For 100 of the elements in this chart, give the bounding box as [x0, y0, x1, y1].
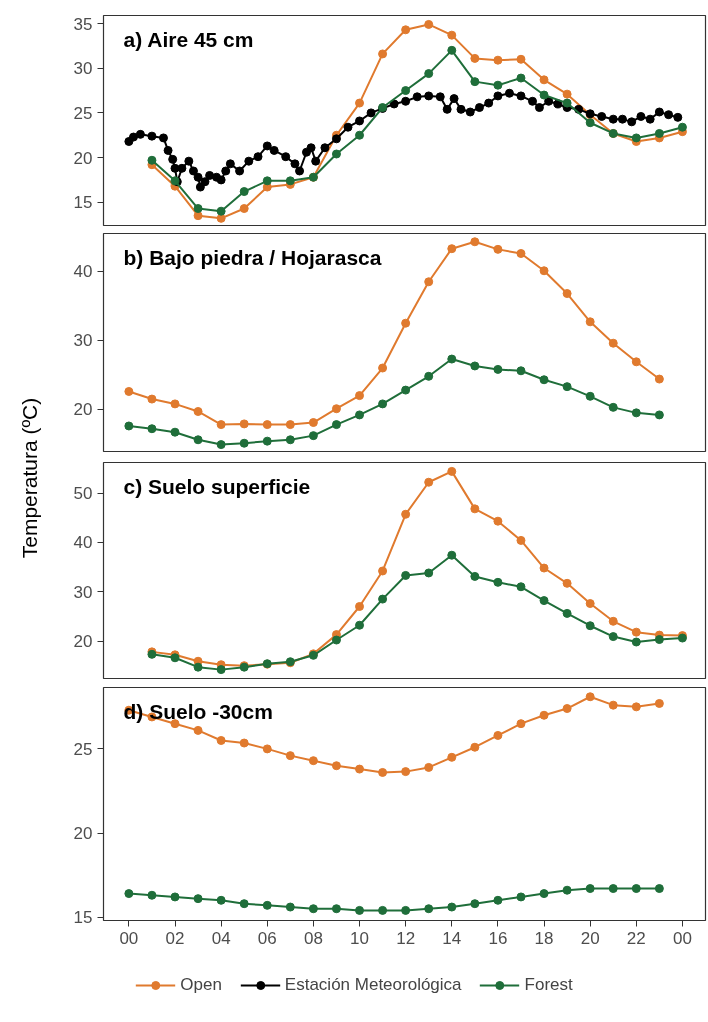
point [447, 244, 457, 254]
point [447, 550, 457, 560]
point [262, 436, 272, 446]
point [355, 391, 365, 401]
point [493, 577, 503, 587]
point [585, 118, 595, 128]
point [447, 45, 457, 55]
x-tick-label: 12 [396, 928, 416, 948]
point [516, 366, 526, 376]
point [331, 904, 341, 914]
point [401, 25, 411, 35]
point [493, 730, 503, 740]
point [608, 632, 618, 642]
y-tick-label: 15 [73, 908, 93, 928]
point [193, 211, 203, 221]
point [331, 635, 341, 645]
y-tick-label: 30 [73, 59, 93, 79]
point [631, 702, 641, 712]
y-tick-label: 15 [73, 193, 93, 213]
point [285, 902, 295, 912]
point [285, 435, 295, 445]
point [424, 277, 434, 287]
point [516, 719, 526, 729]
point [562, 608, 572, 618]
legend-label: Estación Meteorológica [284, 975, 462, 995]
point [516, 73, 526, 83]
point [216, 420, 226, 430]
x-tick-label: 04 [211, 928, 231, 948]
point [470, 361, 480, 371]
point [493, 244, 503, 254]
point [516, 582, 526, 592]
legend-label: Open [180, 975, 222, 995]
point [516, 892, 526, 902]
point [355, 764, 365, 774]
point [493, 516, 503, 526]
y-tick-label: 20 [73, 824, 93, 844]
point [355, 620, 365, 630]
point [654, 128, 664, 138]
point [401, 509, 411, 519]
point [262, 176, 272, 186]
point [124, 386, 134, 396]
point [170, 892, 180, 902]
point [424, 69, 434, 79]
y-tick-label: 40 [73, 262, 93, 282]
x-tick-label: 18 [534, 928, 554, 948]
point [493, 895, 503, 905]
point [562, 578, 572, 588]
point [239, 419, 249, 429]
point [631, 408, 641, 418]
point [193, 894, 203, 904]
point [193, 204, 203, 214]
point [193, 725, 203, 735]
point [378, 566, 388, 576]
point [401, 318, 411, 328]
point [147, 890, 157, 900]
point [262, 744, 272, 754]
point [239, 899, 249, 909]
point [239, 738, 249, 748]
point [539, 563, 549, 573]
point [539, 266, 549, 276]
point [331, 404, 341, 414]
point [631, 133, 641, 143]
point [516, 54, 526, 64]
y-tick-label: 20 [73, 148, 93, 168]
point [193, 407, 203, 416]
point [401, 767, 411, 777]
point [447, 752, 457, 762]
point [331, 761, 341, 771]
point [562, 704, 572, 714]
y-tick-label: 30 [73, 331, 93, 351]
point [562, 98, 572, 108]
point [654, 635, 664, 645]
point [447, 902, 457, 912]
point [562, 382, 572, 392]
x-tick-label: 00 [672, 928, 692, 948]
point [124, 889, 134, 899]
x-tick-label: 08 [303, 928, 323, 948]
point [608, 402, 618, 412]
point [308, 756, 318, 766]
x-tick-label: 16 [488, 928, 508, 948]
y-tick-label: 40 [73, 533, 93, 553]
point [424, 477, 434, 487]
point [216, 206, 226, 216]
point [470, 77, 480, 87]
point [355, 98, 365, 108]
point [378, 49, 388, 59]
point [539, 596, 549, 606]
point [631, 627, 641, 637]
point [378, 363, 388, 373]
point [355, 905, 365, 915]
point [355, 130, 365, 140]
point [516, 249, 526, 258]
point [262, 420, 272, 430]
point [539, 710, 549, 720]
text: c) Suelo superficie [123, 474, 311, 498]
point [170, 719, 180, 729]
point [378, 594, 388, 604]
point [216, 665, 226, 675]
x-tick-label: 22 [626, 928, 646, 948]
point [262, 900, 272, 910]
